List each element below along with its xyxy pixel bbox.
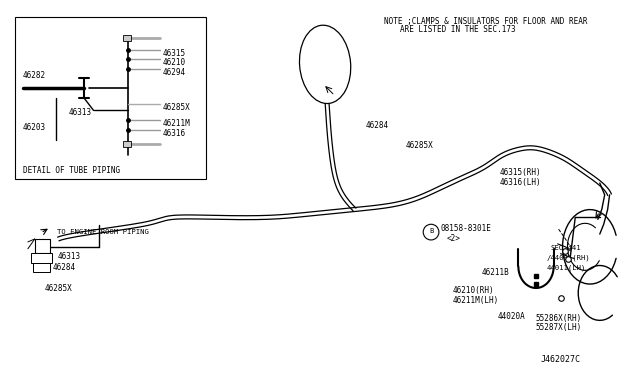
Text: 46313: 46313 — [69, 108, 92, 116]
Text: 55286X(RH): 55286X(RH) — [535, 314, 581, 323]
Text: SEC.441: SEC.441 — [551, 245, 581, 251]
Text: 55287X(LH): 55287X(LH) — [535, 323, 581, 332]
Text: ARE LISTED IN THE SEC.173: ARE LISTED IN THE SEC.173 — [399, 25, 515, 34]
Text: 08158-8301E: 08158-8301E — [441, 224, 492, 233]
Text: 46315: 46315 — [163, 49, 186, 58]
Bar — [33, 263, 51, 272]
Text: 46285X: 46285X — [163, 103, 190, 112]
Text: 46211M: 46211M — [163, 119, 190, 128]
Text: 46285X: 46285X — [406, 141, 433, 150]
Text: NOTE ;CLAMPS & INSULATORS FOR FLOOR AND REAR: NOTE ;CLAMPS & INSULATORS FOR FLOOR AND … — [384, 17, 588, 26]
Text: 46211B: 46211B — [482, 269, 510, 278]
Bar — [35, 239, 51, 253]
Text: <2>: <2> — [447, 234, 461, 243]
Bar — [31, 253, 52, 263]
Text: J462027C: J462027C — [540, 355, 580, 364]
Text: 46316(LH): 46316(LH) — [500, 178, 541, 187]
Text: 46282: 46282 — [23, 71, 46, 80]
Text: 46316: 46316 — [163, 129, 186, 138]
Text: 46284: 46284 — [365, 121, 388, 130]
Text: 46315(RH): 46315(RH) — [500, 169, 541, 177]
Ellipse shape — [300, 25, 351, 103]
Text: 46210(RH): 46210(RH) — [452, 286, 494, 295]
Text: 46313: 46313 — [58, 252, 81, 261]
Text: 46210: 46210 — [163, 58, 186, 67]
Text: /44001(RH): /44001(RH) — [547, 255, 591, 261]
Bar — [123, 141, 131, 147]
Bar — [123, 35, 131, 41]
Text: 46203: 46203 — [23, 123, 46, 132]
Text: 44020A: 44020A — [498, 312, 525, 321]
Bar — [15, 17, 207, 179]
Text: B: B — [429, 228, 433, 234]
Text: 46294: 46294 — [163, 68, 186, 77]
Text: TO ENGINE ROOM PIPING: TO ENGINE ROOM PIPING — [58, 229, 149, 235]
Text: 46211M(LH): 46211M(LH) — [452, 296, 499, 305]
Text: 44011(LH): 44011(LH) — [547, 264, 586, 271]
Text: DETAIL OF TUBE PIPING: DETAIL OF TUBE PIPING — [23, 166, 120, 175]
Text: 46285X: 46285X — [45, 284, 72, 293]
Text: 46284: 46284 — [52, 263, 76, 273]
